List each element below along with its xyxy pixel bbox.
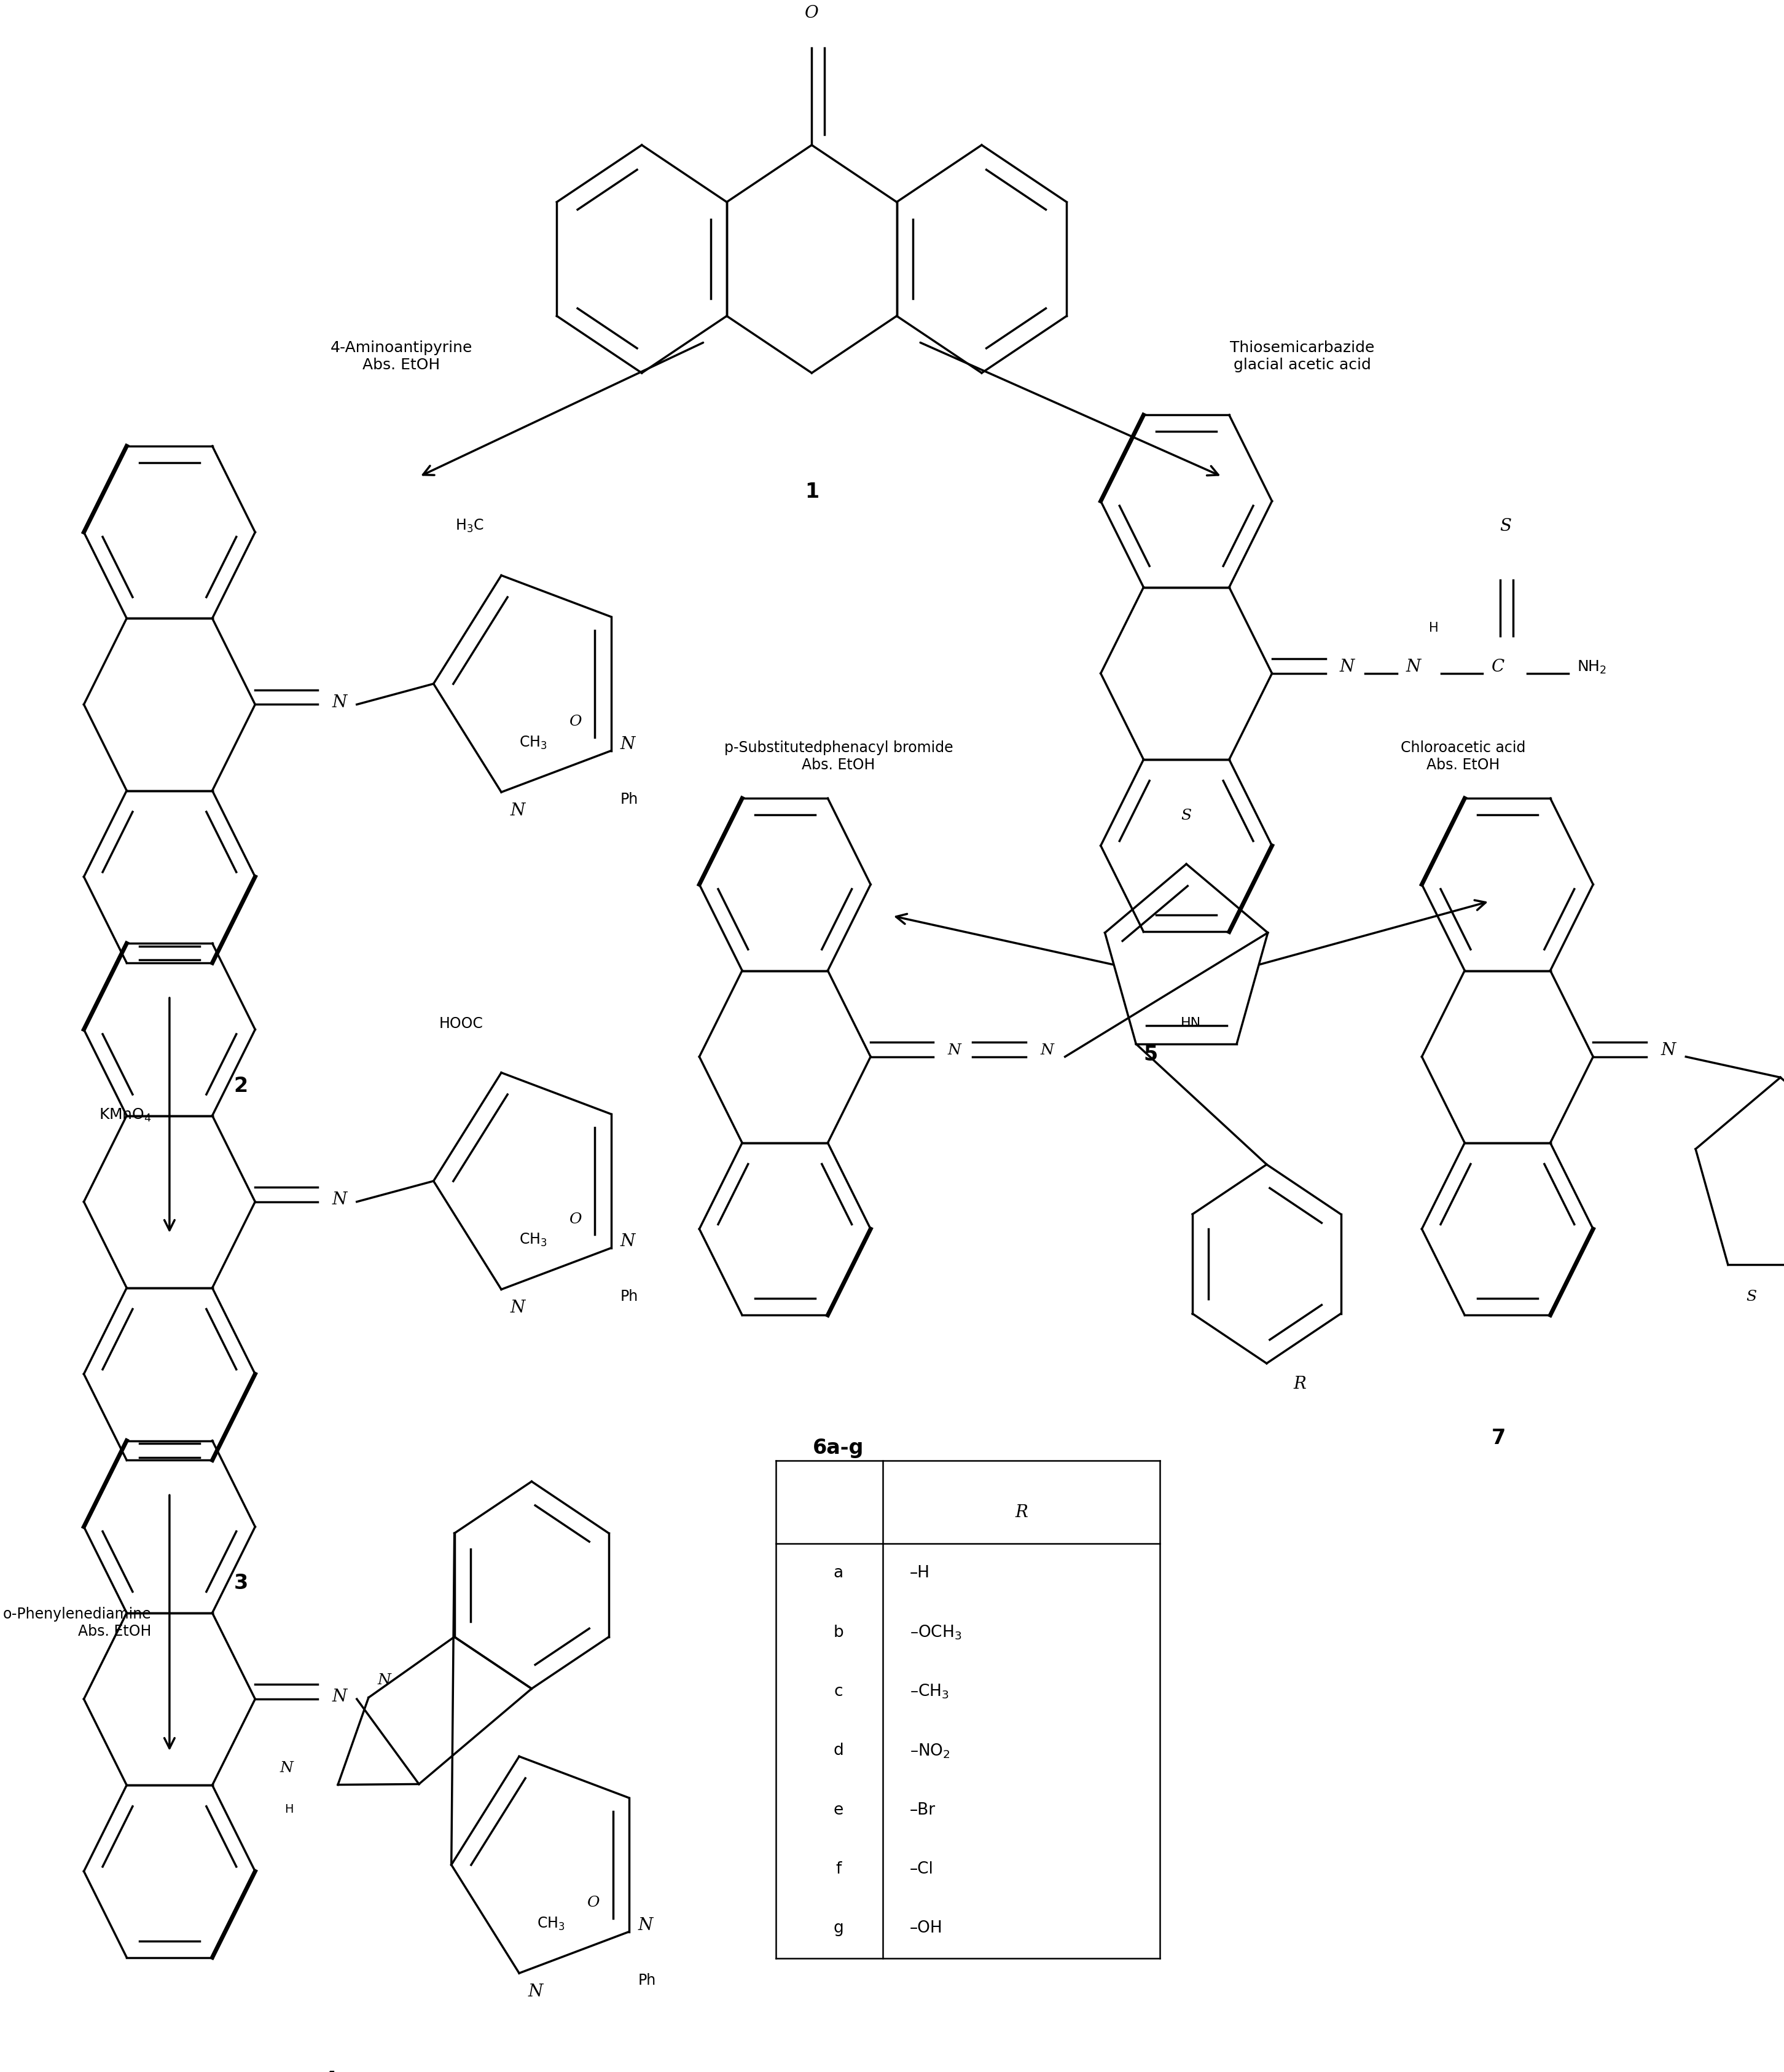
Text: N: N: [332, 694, 346, 711]
Text: N: N: [510, 1299, 524, 1316]
Text: S: S: [1181, 808, 1192, 823]
Text: N: N: [280, 1761, 293, 1776]
Text: p-Substitutedphenacyl bromide
Abs. EtOH: p-Substitutedphenacyl bromide Abs. EtOH: [724, 740, 953, 773]
Text: KMnO$_4$: KMnO$_4$: [98, 1106, 152, 1123]
Text: O: O: [587, 1896, 599, 1910]
Text: N: N: [528, 1983, 542, 1999]
Text: R: R: [1293, 1376, 1306, 1392]
Text: N: N: [1340, 659, 1354, 675]
Text: d: d: [833, 1743, 844, 1759]
Text: CH$_3$: CH$_3$: [519, 736, 548, 750]
Text: N: N: [619, 1233, 635, 1249]
Text: –H: –H: [910, 1564, 929, 1581]
Text: o-Phenylenediamine
Abs. EtOH: o-Phenylenediamine Abs. EtOH: [4, 1608, 152, 1639]
Text: C: C: [1491, 659, 1504, 675]
Text: Ph: Ph: [619, 1289, 639, 1303]
Text: 3: 3: [234, 1573, 248, 1593]
Text: Ph: Ph: [619, 792, 639, 806]
Text: Chloroacetic acid
Abs. EtOH: Chloroacetic acid Abs. EtOH: [1400, 740, 1525, 773]
Text: S: S: [1747, 1289, 1757, 1303]
Text: N: N: [378, 1672, 391, 1687]
Text: e: e: [833, 1803, 844, 1817]
Text: O: O: [569, 1212, 582, 1227]
Text: 2: 2: [234, 1075, 248, 1096]
Text: N: N: [332, 1191, 346, 1208]
Text: –NO$_2$: –NO$_2$: [910, 1743, 951, 1759]
Text: N: N: [637, 1917, 653, 1933]
Text: N: N: [619, 736, 635, 752]
Text: 7: 7: [1491, 1428, 1506, 1448]
Text: CH$_3$: CH$_3$: [519, 1233, 548, 1247]
Text: S: S: [1500, 518, 1511, 535]
Text: f: f: [835, 1861, 842, 1877]
Text: –OH: –OH: [910, 1921, 944, 1937]
Text: 4-Aminoantipyrine
Abs. EtOH: 4-Aminoantipyrine Abs. EtOH: [330, 340, 473, 373]
Text: g: g: [833, 1921, 844, 1937]
Text: –Br: –Br: [910, 1803, 937, 1817]
Text: N: N: [947, 1044, 962, 1057]
Text: a: a: [833, 1564, 844, 1581]
Text: c: c: [833, 1685, 844, 1699]
Text: HOOC: HOOC: [439, 1017, 483, 1032]
Text: Thiosemicarbazide
glacial acetic acid: Thiosemicarbazide glacial acetic acid: [1229, 340, 1375, 373]
Text: H$_3$C: H$_3$C: [455, 518, 483, 535]
Text: O: O: [569, 715, 582, 729]
Text: H: H: [284, 1805, 293, 1815]
Text: Ph: Ph: [637, 1973, 657, 1987]
Text: O: O: [805, 4, 819, 21]
Text: 5: 5: [1144, 1044, 1158, 1065]
Text: 1: 1: [805, 483, 819, 501]
Text: –OCH$_3$: –OCH$_3$: [910, 1624, 962, 1641]
Text: N: N: [510, 802, 524, 818]
Text: HN: HN: [1181, 1017, 1201, 1030]
Text: N: N: [1661, 1042, 1675, 1059]
Text: N: N: [1040, 1044, 1054, 1057]
Text: 6a-g: 6a-g: [814, 1438, 863, 1459]
Text: H: H: [1429, 622, 1438, 634]
Text: N: N: [332, 1689, 346, 1705]
Text: R: R: [1015, 1504, 1028, 1521]
Text: N: N: [1406, 659, 1420, 675]
Text: –CH$_3$: –CH$_3$: [910, 1682, 949, 1701]
Text: b: b: [833, 1624, 844, 1641]
Text: CH$_3$: CH$_3$: [537, 1917, 566, 1931]
Text: NH$_2$: NH$_2$: [1577, 659, 1607, 675]
Text: –Cl: –Cl: [910, 1861, 933, 1877]
